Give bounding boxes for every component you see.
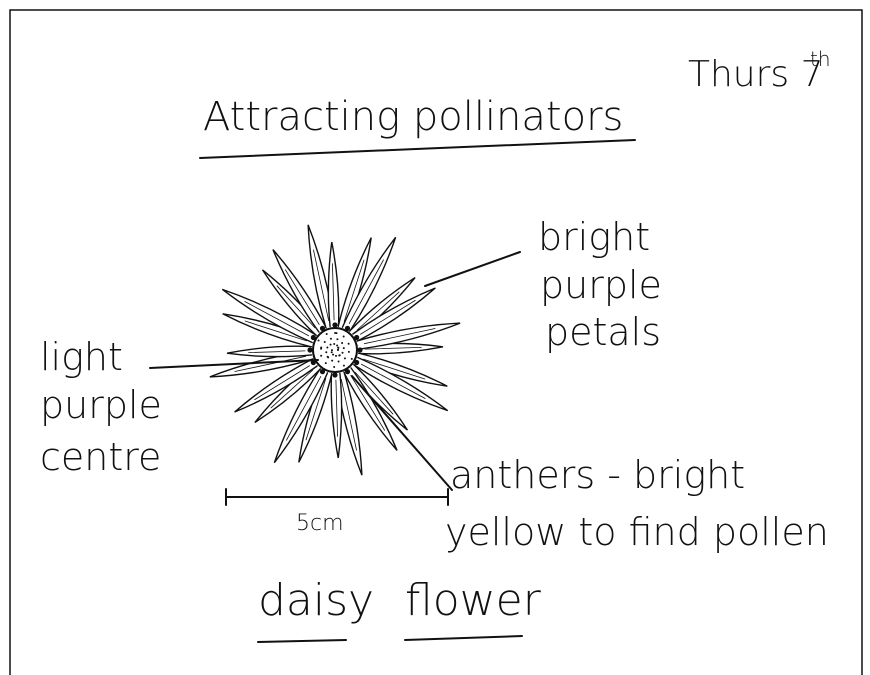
anther <box>357 347 362 352</box>
centre-dot <box>325 351 327 353</box>
label-petals: purple <box>540 263 662 307</box>
centre-dot <box>331 351 333 353</box>
anther <box>354 335 359 340</box>
centre-dot <box>331 360 333 362</box>
anther <box>332 372 337 377</box>
anther <box>311 335 316 340</box>
label-anthers: yellow to find pollen <box>445 510 829 554</box>
anther <box>345 369 350 374</box>
anther <box>320 326 325 331</box>
centre-dot <box>326 333 328 335</box>
centre-dot <box>339 354 341 356</box>
sketch: Thurs 7 th Attracting pollinators bright… <box>0 0 870 675</box>
centre-dot <box>338 360 340 362</box>
centre-dot <box>325 362 327 364</box>
anther <box>354 360 359 365</box>
centre-dot <box>330 344 332 346</box>
centre-dot <box>330 338 332 340</box>
centre-dot <box>334 332 336 334</box>
centre-dot <box>336 338 338 340</box>
label-petals: bright <box>538 215 650 259</box>
title: Attracting pollinators <box>203 94 623 140</box>
caption-word: daisy <box>258 575 374 626</box>
centre-dot <box>326 347 328 349</box>
page: Thurs 7 th Attracting pollinators bright… <box>0 0 870 675</box>
anther <box>307 347 312 352</box>
centre-dot <box>337 349 339 351</box>
anther <box>320 369 325 374</box>
caption-word: flower <box>405 575 542 626</box>
centre-dot <box>341 342 343 344</box>
centre-dot <box>343 336 345 338</box>
centre-dot <box>351 358 353 360</box>
centre-dot <box>337 347 339 349</box>
label-centre: light <box>40 335 123 379</box>
label-petals: petals <box>545 310 661 354</box>
centre-dot <box>333 366 335 368</box>
centre-dot <box>348 351 350 353</box>
centre-dot <box>344 357 346 359</box>
centre-dot <box>336 344 338 346</box>
centre-dot <box>343 365 345 367</box>
centre-dot <box>332 354 334 356</box>
date-superscript: th <box>810 47 831 71</box>
centre-dot <box>331 349 333 351</box>
centre-dot <box>318 339 320 341</box>
centre-dot <box>320 348 322 350</box>
scale-label: 5cm <box>296 511 344 536</box>
centre-dot <box>333 343 335 345</box>
centre-dot <box>343 347 345 349</box>
centre-dot <box>335 355 337 357</box>
centre-dot <box>327 356 329 358</box>
label-centre: purple <box>40 383 162 427</box>
centre-dot <box>320 355 322 357</box>
anther <box>345 326 350 331</box>
centre-dot <box>348 343 350 345</box>
flower-centre <box>313 328 357 372</box>
anther <box>332 322 337 327</box>
date: Thurs 7 <box>688 54 824 95</box>
centre-dot <box>342 352 344 354</box>
label-anthers: anthers - bright <box>450 453 745 497</box>
centre-dot <box>324 341 326 343</box>
label-centre: centre <box>40 435 161 479</box>
